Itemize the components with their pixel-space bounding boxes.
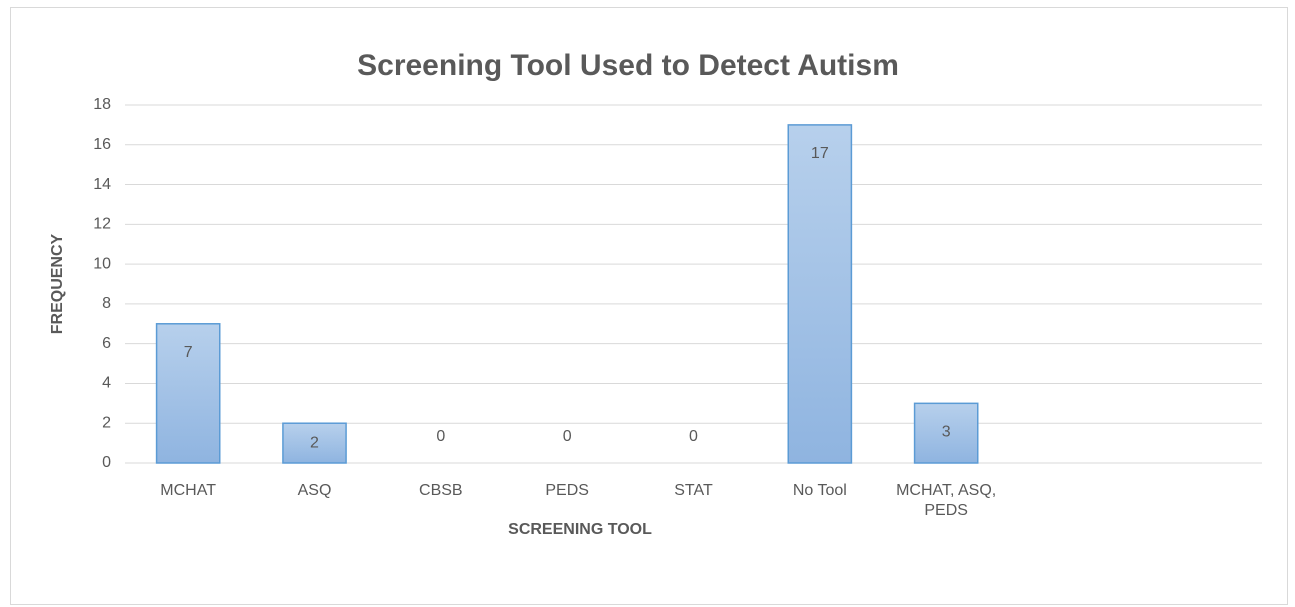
data-label: 0 (563, 428, 572, 445)
chart-title: Screening Tool Used to Detect Autism (357, 49, 899, 82)
y-tick-label: 0 (102, 454, 111, 471)
y-tick-label: 10 (93, 255, 111, 272)
x-tick-label: No Tool (792, 482, 847, 499)
y-tick-label: 12 (93, 216, 111, 233)
x-tick-label: MCHAT (160, 482, 216, 499)
y-tick-label: 6 (102, 335, 111, 352)
data-label: 0 (436, 428, 445, 445)
chart-border (10, 7, 1288, 605)
data-label: 3 (942, 424, 951, 441)
data-label: 7 (184, 344, 193, 361)
x-tick-label: PEDS (545, 482, 589, 499)
data-label: 2 (310, 434, 319, 451)
y-tick-label: 2 (102, 414, 111, 431)
x-tick-label: CBSB (419, 482, 463, 499)
x-tick-label: MCHAT, ASQ, PEDS (896, 482, 997, 519)
bar (913, 402, 979, 464)
x-axis-title: SCREENING TOOL (508, 521, 652, 538)
y-tick-label: 18 (93, 96, 111, 113)
bar (155, 323, 221, 464)
y-axis-title: FREQUENCY (49, 233, 66, 334)
data-label: 0 (689, 428, 698, 445)
y-tick-label: 4 (102, 375, 111, 392)
y-tick-label: 16 (93, 136, 111, 153)
x-tick-label: STAT (674, 482, 713, 499)
bar (787, 124, 853, 464)
y-tick-label: 14 (93, 176, 111, 193)
y-tick-label: 8 (102, 295, 111, 312)
bar (282, 422, 347, 464)
data-label: 17 (811, 145, 829, 162)
x-tick-label: ASQ (297, 482, 332, 499)
